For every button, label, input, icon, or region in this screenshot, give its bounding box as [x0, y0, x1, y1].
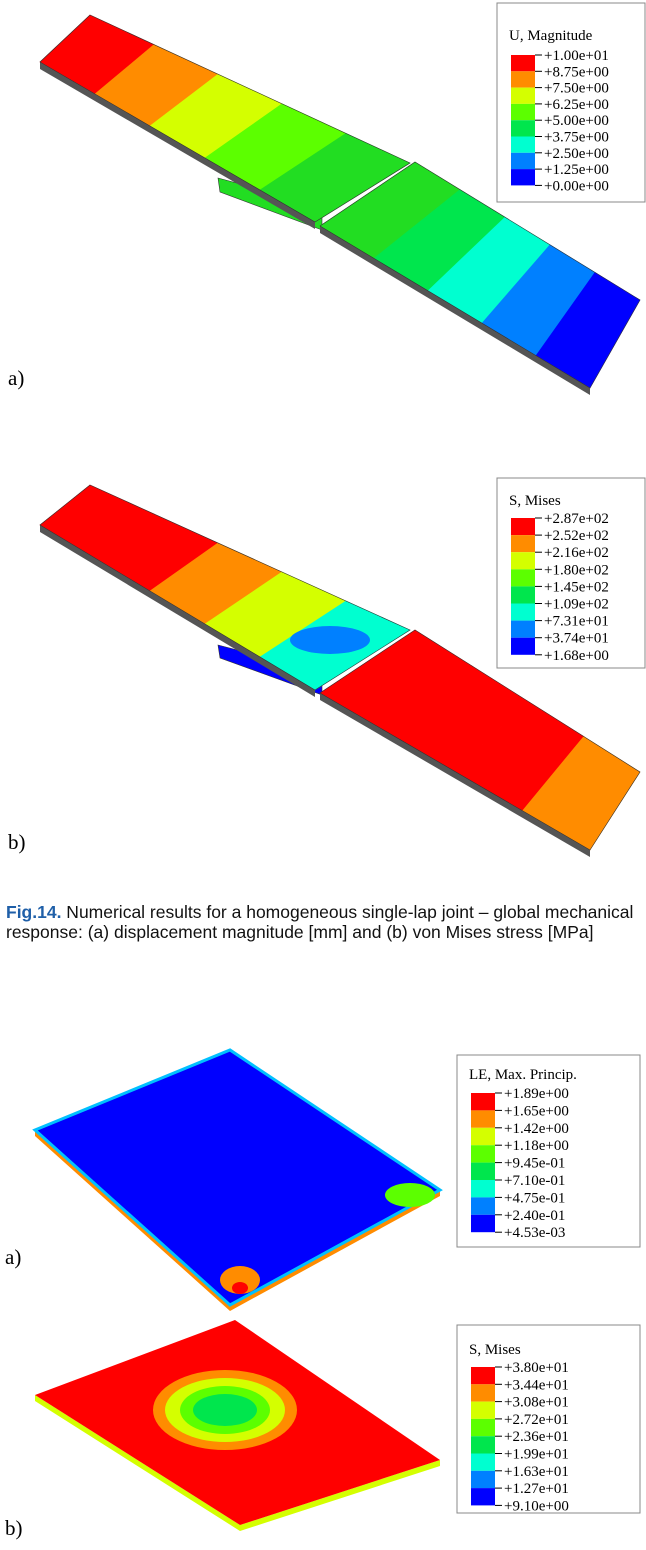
legend-swatch	[511, 552, 535, 569]
legend-value: +1.65e+00	[504, 1103, 569, 1119]
panel-label: b)	[5, 1516, 23, 1540]
legend-value: +2.52e+02	[544, 528, 609, 544]
caption-number: Fig.14.	[6, 902, 61, 922]
legend-swatch	[471, 1402, 495, 1419]
legend-swatch	[511, 621, 535, 638]
legend-swatch	[511, 604, 535, 621]
panel-label: a)	[5, 1245, 21, 1269]
legend-title: LE, Max. Princip.	[469, 1067, 577, 1083]
legend-title: U, Magnitude	[509, 28, 593, 44]
legend-swatch	[511, 638, 535, 655]
legend-title: S, Mises	[469, 1342, 521, 1358]
legend-value: +8.75e+00	[544, 64, 609, 80]
panel-label: a)	[8, 366, 24, 390]
model-spot	[290, 626, 370, 654]
legend-value: +5.00e+00	[544, 113, 609, 129]
model-spot	[232, 1282, 248, 1294]
legend-value: +3.44e+01	[504, 1377, 569, 1393]
page: U, Magnitude+1.00e+01+8.75e+00+7.50e+00+…	[0, 0, 646, 1550]
legend-swatch	[511, 153, 535, 169]
legend-value: +2.87e+02	[544, 511, 609, 527]
legend-title: S, Mises	[509, 493, 561, 509]
legend-value: +1.00e+01	[544, 48, 609, 64]
legend-value: +0.00e+00	[544, 178, 609, 194]
caption: Fig.14. Numerical results for a homogene…	[6, 902, 642, 942]
legend-swatch	[511, 518, 535, 535]
legend-swatch	[511, 120, 535, 136]
legend-value: +1.68e+00	[544, 648, 609, 664]
legend-value: +1.80e+02	[544, 562, 609, 578]
model-spot	[385, 1183, 435, 1207]
figure: U, Magnitude+1.00e+01+8.75e+00+7.50e+00+…	[0, 0, 646, 1550]
legend-value: +3.08e+01	[504, 1395, 569, 1411]
legend-swatch	[511, 586, 535, 603]
legend-value: +1.45e+02	[544, 579, 609, 595]
legend-value: +2.40e-01	[504, 1208, 565, 1224]
legend-swatch	[471, 1197, 495, 1214]
legend-value: +4.53e-03	[504, 1225, 565, 1241]
legend-swatch	[511, 55, 535, 71]
panel-label: b)	[8, 830, 26, 854]
legend-swatch	[511, 169, 535, 185]
legend-swatch	[471, 1419, 495, 1436]
legend-value: +2.72e+01	[504, 1412, 569, 1428]
legend-value: +9.45e-01	[504, 1156, 565, 1172]
legend-swatch	[511, 569, 535, 586]
legend-swatch	[471, 1145, 495, 1162]
legend-value: +2.36e+01	[504, 1429, 569, 1445]
legend-value: +3.74e+01	[544, 631, 609, 647]
legend-value: +1.63e+01	[504, 1464, 569, 1480]
model-spot	[193, 1394, 257, 1426]
legend-swatch	[511, 535, 535, 552]
legend-swatch	[471, 1128, 495, 1145]
legend-value: +7.31e+01	[544, 614, 609, 630]
legend-value: +1.25e+00	[544, 162, 609, 178]
legend-value: +6.25e+00	[544, 97, 609, 113]
legend-swatch	[471, 1180, 495, 1197]
legend-value: +1.18e+00	[504, 1138, 569, 1154]
legend-swatch	[511, 137, 535, 153]
legend-value: +1.89e+00	[504, 1086, 569, 1102]
legend-value: +1.09e+02	[544, 597, 609, 613]
legend-swatch	[471, 1367, 495, 1384]
legend-value: +2.16e+02	[544, 545, 609, 561]
legend-value: +7.50e+00	[544, 81, 609, 97]
legend-value: +9.10e+00	[504, 1498, 569, 1514]
legend-swatch	[471, 1110, 495, 1127]
legend-value: +4.75e-01	[504, 1190, 565, 1206]
legend-value: +7.10e-01	[504, 1173, 565, 1189]
legend-swatch	[511, 71, 535, 87]
legend-swatch	[471, 1215, 495, 1232]
legend-swatch	[511, 104, 535, 120]
legend-value: +3.80e+01	[504, 1360, 569, 1376]
legend-value: +1.42e+00	[504, 1121, 569, 1137]
legend-value: +1.27e+01	[504, 1481, 569, 1497]
legend-value: +3.75e+00	[544, 130, 609, 146]
legend-swatch	[511, 88, 535, 104]
legend-swatch	[471, 1471, 495, 1488]
legend-swatch	[471, 1454, 495, 1471]
legend-value: +1.99e+01	[504, 1447, 569, 1463]
legend-swatch	[471, 1163, 495, 1180]
legend-swatch	[471, 1488, 495, 1505]
legend-swatch	[471, 1384, 495, 1401]
legend-swatch	[471, 1436, 495, 1453]
caption-text: Numerical results for a homogeneous sing…	[6, 902, 633, 942]
legend-swatch	[471, 1093, 495, 1110]
legend-value: +2.50e+00	[544, 146, 609, 162]
